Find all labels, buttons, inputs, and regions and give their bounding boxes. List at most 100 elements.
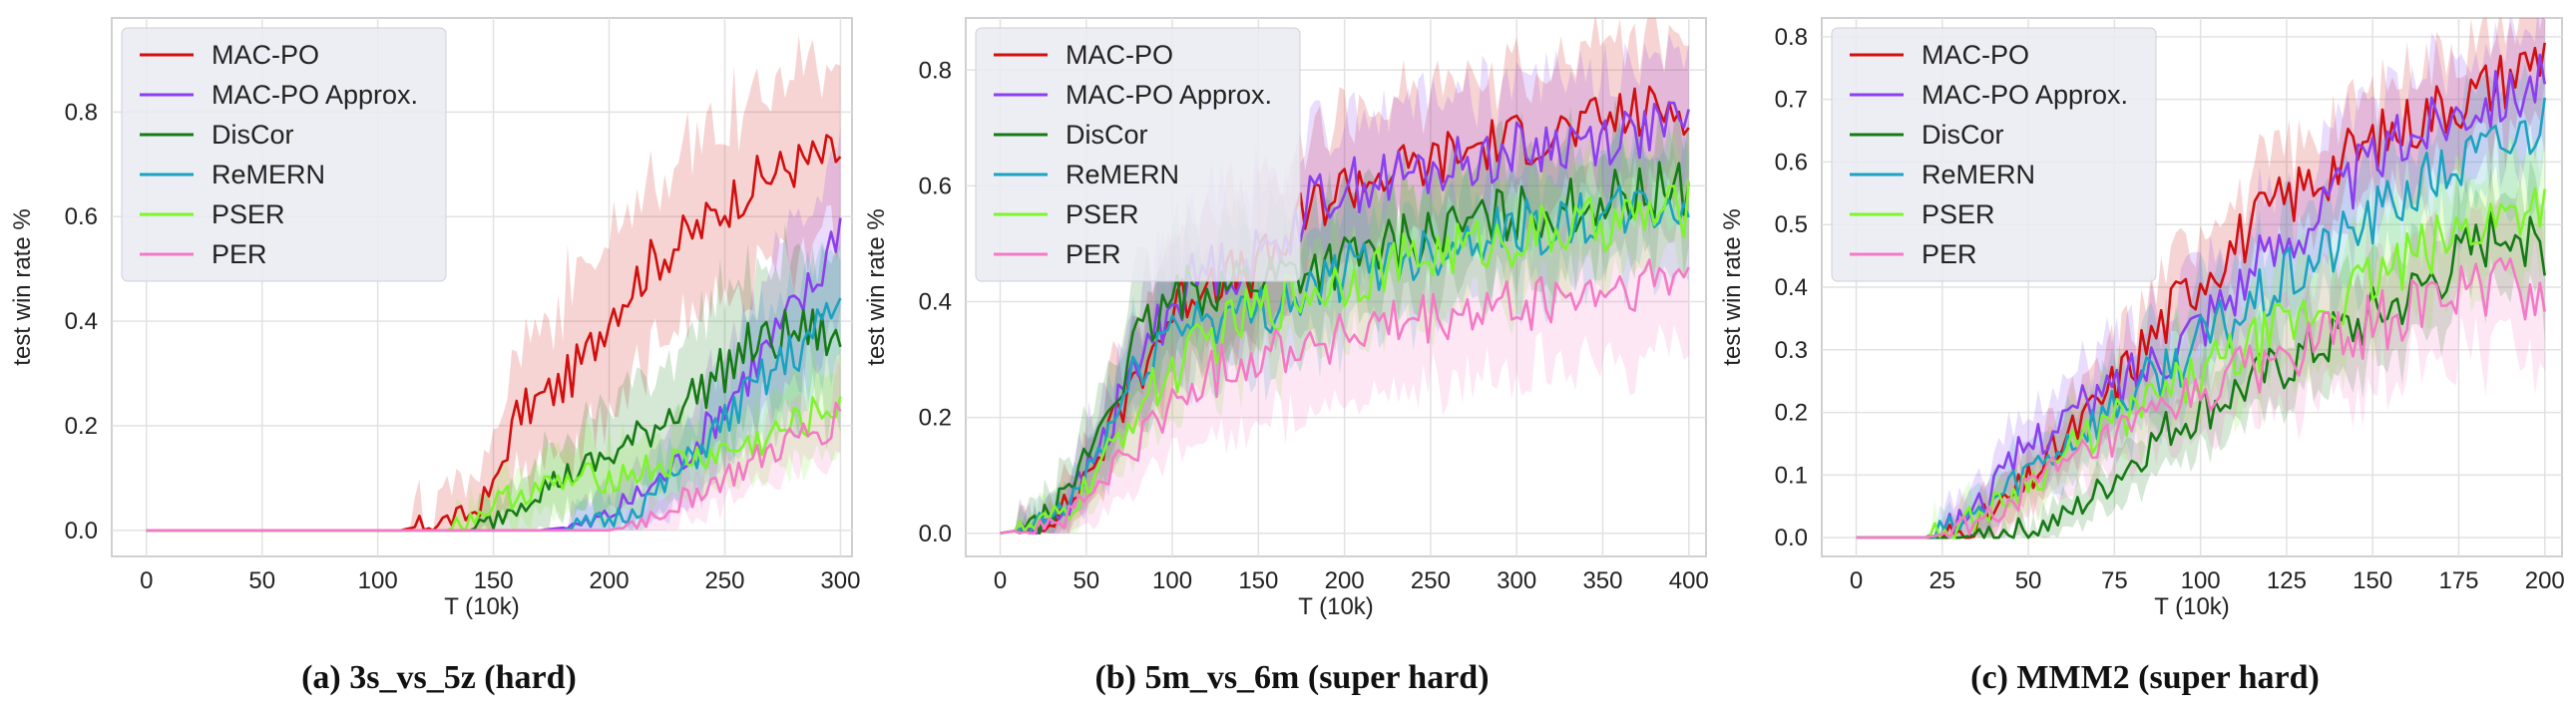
band-mac-po: [1000, 18, 1689, 534]
legend-label: PER: [212, 239, 267, 269]
band-mac-po: [146, 35, 841, 531]
legend-label: PSER: [1066, 199, 1139, 229]
x-axis-label: T (10k): [1298, 593, 1374, 620]
lines: [146, 134, 842, 533]
legend-label: ReMERN: [1066, 160, 1179, 189]
y-tick-label: 0.0: [919, 521, 952, 547]
legend: MAC-PO MAC-PO Approx. DisCor ReMERN PSER PER: [1831, 27, 2157, 282]
x-tick-label: 50: [248, 567, 275, 594]
x-axis-label: T (10k): [444, 593, 520, 620]
y-tick-label: 0.8: [1775, 24, 1808, 51]
legend-label: DisCor: [1066, 120, 1148, 150]
legend-label: ReMERN: [1922, 160, 2035, 189]
chart-panel-b: 0 50 100 150 200 250 300 350 400 0.0 0.2 0.4 0.6 0.8 T…: [863, 17, 1709, 696]
y-axis-label: test win rate %: [863, 208, 890, 365]
x-tick-label: 125: [2267, 567, 2307, 594]
x-tick-label: 0: [994, 567, 1007, 594]
y-tick-label: 0.7: [1775, 87, 1808, 114]
x-tick-label: 50: [2015, 567, 2042, 594]
x-tick-label: 200: [2525, 567, 2565, 594]
y-tick-label: 0.4: [919, 289, 952, 316]
legend: MAC-PO MAC-PO Approx. DisCor ReMERN PSER PER: [975, 27, 1301, 282]
x-tick-label: 250: [1411, 567, 1451, 594]
legend-label: MAC-PO: [1922, 40, 2029, 70]
lines: [1856, 42, 2546, 539]
y-tick-label: 0.0: [1775, 525, 1808, 551]
series-line-pser: [1000, 180, 1690, 536]
x-tick-label: 25: [1929, 567, 1955, 594]
legend-label: PER: [1066, 239, 1121, 269]
x-tick-label: 75: [2101, 567, 2128, 594]
x-tick-label: 150: [2353, 567, 2392, 594]
legend-label: MAC-PO Approx.: [1922, 80, 2128, 110]
x-axis-label: T (10k): [2154, 593, 2230, 620]
legend-label: MAC-PO Approx.: [212, 80, 418, 110]
y-tick-label: 0.6: [65, 203, 98, 230]
x-tick-label: 50: [1073, 567, 1099, 594]
x-tick-label: 100: [358, 567, 398, 594]
x-tick-label: 300: [820, 567, 860, 594]
series-line-remern: [1856, 97, 2546, 539]
lines: [1000, 85, 1690, 536]
band-mac-po: [1856, 18, 2545, 538]
y-axis-label: test win rate %: [1719, 208, 1746, 365]
x-tick-label: 0: [1850, 567, 1863, 594]
y-tick-label: 0.4: [1775, 274, 1808, 301]
y-tick-label: 0.6: [1775, 149, 1808, 176]
y-tick-label: 0.1: [1775, 462, 1808, 489]
band-per: [1856, 197, 2545, 538]
legend-label: PSER: [212, 199, 285, 229]
band-per: [1000, 174, 1689, 534]
y-tick-label: 0.2: [1775, 400, 1808, 427]
legend-box: [121, 27, 447, 282]
legend-label: DisCor: [212, 120, 294, 150]
series-line-mac-po-approx-: [1856, 53, 2546, 539]
y-tick-label: 0.4: [65, 308, 98, 335]
x-tick-label: 175: [2438, 567, 2478, 594]
y-tick-label: 0.8: [919, 57, 952, 84]
x-tick-label: 0: [140, 567, 153, 594]
x-tick-label: 100: [2181, 567, 2221, 594]
series-line-remern: [1000, 184, 1690, 536]
series-line-per: [1856, 256, 2546, 539]
y-tick-label: 0.8: [65, 99, 98, 126]
y-tick-label: 0.0: [65, 518, 98, 544]
legend-label: DisCor: [1922, 120, 2004, 150]
legend-box: [975, 27, 1301, 282]
x-tick-label: 150: [474, 567, 514, 594]
panel-caption: (a) 3s_vs_5z (hard): [301, 659, 577, 696]
legend-label: MAC-PO Approx.: [1066, 80, 1272, 110]
y-tick-label: 0.6: [919, 173, 952, 199]
chart-panel-a: 0 50 100 150 200 250 300 0.0 0.2 0.4 0.6 0.8 T (10k)…: [9, 17, 860, 696]
y-tick-label: 0.3: [1775, 337, 1808, 364]
x-tick-label: 150: [1238, 567, 1278, 594]
band-remern: [146, 241, 841, 531]
chart-panel-c: 0 25 50 75 100 125 150 175 200 0.0 0.1 0.2 0.3 0.4 0.5…: [1719, 17, 2565, 696]
y-tick-label: 0.2: [919, 405, 952, 432]
panel-caption: (b) 5m_vs_6m (super hard): [1094, 659, 1489, 696]
y-axis-label: test win rate %: [9, 208, 36, 365]
bands: [1856, 18, 2545, 538]
panel-caption: (c) MMM2 (super hard): [1970, 659, 2320, 696]
x-tick-label: 250: [704, 567, 744, 594]
legend-label: PER: [1922, 239, 1977, 269]
band-mac-po-approx-: [1856, 18, 2545, 538]
band-discor: [1000, 99, 1689, 534]
x-tick-label: 100: [1152, 567, 1192, 594]
series-line-discor: [1856, 210, 2546, 539]
band-discor: [1856, 160, 2545, 538]
legend-box: [1831, 27, 2157, 282]
y-tick-label: 0.5: [1775, 211, 1808, 238]
legend-label: MAC-PO: [1066, 40, 1173, 70]
legend-label: PSER: [1922, 199, 1995, 229]
x-tick-label: 300: [1497, 567, 1536, 594]
band-discor: [146, 221, 841, 531]
series-line-per: [1000, 258, 1690, 536]
band-remern: [1856, 51, 2545, 538]
x-tick-label: 200: [1325, 567, 1365, 594]
series-line-per: [146, 401, 842, 533]
y-tick-label: 0.2: [65, 413, 98, 440]
legend-label: MAC-PO: [212, 40, 319, 70]
band-remern: [1000, 117, 1689, 534]
